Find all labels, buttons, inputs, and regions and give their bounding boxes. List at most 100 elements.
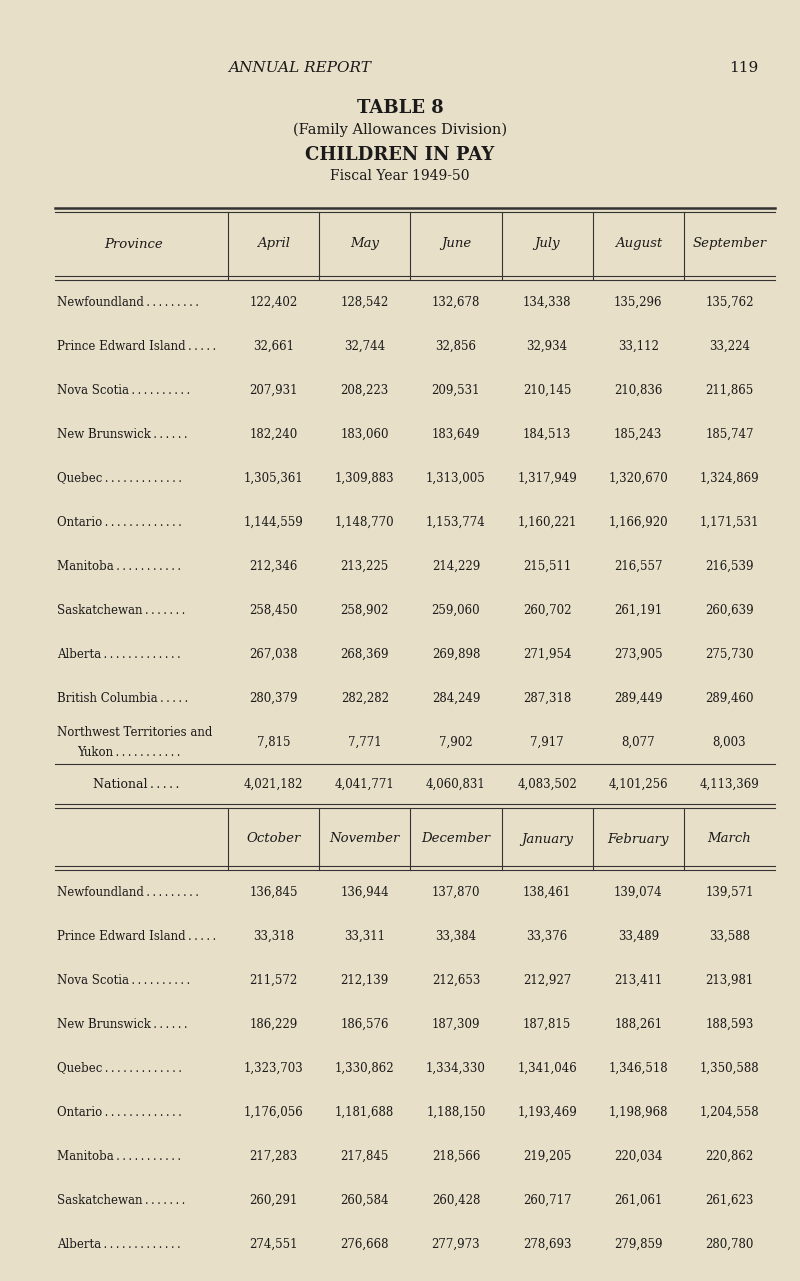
Text: 213,981: 213,981 [706, 974, 754, 986]
Text: 207,931: 207,931 [250, 383, 298, 397]
Text: 211,572: 211,572 [250, 974, 298, 986]
Text: 278,693: 278,693 [523, 1237, 571, 1250]
Text: TABLE 8: TABLE 8 [357, 99, 443, 117]
Text: 122,402: 122,402 [250, 296, 298, 309]
Text: 1,350,588: 1,350,588 [700, 1062, 759, 1075]
Text: 7,917: 7,917 [530, 735, 564, 748]
Text: Ontario . . . . . . . . . . . . .: Ontario . . . . . . . . . . . . . [57, 1106, 182, 1118]
Text: 258,450: 258,450 [250, 603, 298, 616]
Text: 261,061: 261,061 [614, 1194, 662, 1207]
Text: 32,934: 32,934 [526, 339, 568, 352]
Text: 1,153,774: 1,153,774 [426, 515, 486, 529]
Text: Prince Edward Island . . . . .: Prince Edward Island . . . . . [57, 930, 216, 943]
Text: 1,144,559: 1,144,559 [244, 515, 303, 529]
Text: 212,927: 212,927 [523, 974, 571, 986]
Text: 139,571: 139,571 [705, 885, 754, 898]
Text: 267,038: 267,038 [250, 647, 298, 661]
Text: 1,305,361: 1,305,361 [244, 471, 303, 484]
Text: 132,678: 132,678 [432, 296, 480, 309]
Text: 4,113,369: 4,113,369 [699, 778, 759, 790]
Text: Newfoundland . . . . . . . . .: Newfoundland . . . . . . . . . [57, 885, 199, 898]
Text: 282,282: 282,282 [341, 692, 389, 705]
Text: 1,171,531: 1,171,531 [700, 515, 759, 529]
Text: 1,334,330: 1,334,330 [426, 1062, 486, 1075]
Text: 135,296: 135,296 [614, 296, 662, 309]
Text: 4,021,182: 4,021,182 [244, 778, 303, 790]
Text: 289,460: 289,460 [705, 692, 754, 705]
Text: 1,341,046: 1,341,046 [518, 1062, 577, 1075]
Text: 134,338: 134,338 [523, 296, 571, 309]
Text: 188,261: 188,261 [614, 1017, 662, 1030]
Text: 212,653: 212,653 [432, 974, 480, 986]
Text: New Brunswick . . . . . .: New Brunswick . . . . . . [57, 428, 188, 441]
Text: 260,639: 260,639 [705, 603, 754, 616]
Text: Quebec . . . . . . . . . . . . .: Quebec . . . . . . . . . . . . . [57, 471, 182, 484]
Text: 214,229: 214,229 [432, 560, 480, 573]
Text: 4,041,771: 4,041,771 [335, 778, 394, 790]
Text: Nova Scotia . . . . . . . . . .: Nova Scotia . . . . . . . . . . [57, 974, 190, 986]
Text: 269,898: 269,898 [432, 647, 480, 661]
Text: 136,845: 136,845 [250, 885, 298, 898]
Text: 1,330,862: 1,330,862 [335, 1062, 394, 1075]
Text: 186,576: 186,576 [341, 1017, 389, 1030]
Text: Quebec . . . . . . . . . . . . .: Quebec . . . . . . . . . . . . . [57, 1062, 182, 1075]
Text: 216,557: 216,557 [614, 560, 662, 573]
Text: Alberta . . . . . . . . . . . . .: Alberta . . . . . . . . . . . . . [57, 1237, 181, 1250]
Text: 135,762: 135,762 [705, 296, 754, 309]
Text: 276,668: 276,668 [341, 1237, 389, 1250]
Text: 275,730: 275,730 [705, 647, 754, 661]
Text: 261,191: 261,191 [614, 603, 662, 616]
Text: 188,593: 188,593 [706, 1017, 754, 1030]
Text: Alberta . . . . . . . . . . . . .: Alberta . . . . . . . . . . . . . [57, 647, 181, 661]
Text: 7,815: 7,815 [257, 735, 290, 748]
Text: 137,870: 137,870 [432, 885, 480, 898]
Text: 184,513: 184,513 [523, 428, 571, 441]
Text: 216,539: 216,539 [705, 560, 754, 573]
Text: February: February [607, 833, 669, 845]
Text: 32,856: 32,856 [435, 339, 477, 352]
Text: Fiscal Year 1949-50: Fiscal Year 1949-50 [330, 169, 470, 183]
Text: 219,205: 219,205 [523, 1149, 571, 1162]
Text: 280,780: 280,780 [706, 1237, 754, 1250]
Text: 1,324,869: 1,324,869 [700, 471, 759, 484]
Text: 185,243: 185,243 [614, 428, 662, 441]
Text: 212,346: 212,346 [250, 560, 298, 573]
Text: 4,083,502: 4,083,502 [518, 778, 577, 790]
Text: July: July [534, 237, 560, 251]
Text: 1,160,221: 1,160,221 [518, 515, 577, 529]
Text: 211,865: 211,865 [706, 383, 754, 397]
Text: 279,859: 279,859 [614, 1237, 662, 1250]
Text: 128,542: 128,542 [341, 296, 389, 309]
Text: CHILDREN IN PAY: CHILDREN IN PAY [306, 146, 494, 164]
Text: 1,176,056: 1,176,056 [244, 1106, 303, 1118]
Text: January: January [521, 833, 573, 845]
Text: 32,661: 32,661 [253, 339, 294, 352]
Text: 261,623: 261,623 [706, 1194, 754, 1207]
Text: 33,311: 33,311 [344, 930, 386, 943]
Text: Northwest Territories and: Northwest Territories and [57, 726, 212, 739]
Text: 33,318: 33,318 [253, 930, 294, 943]
Text: 215,511: 215,511 [523, 560, 571, 573]
Text: Manitoba . . . . . . . . . . .: Manitoba . . . . . . . . . . . [57, 560, 181, 573]
Text: Saskatchewan . . . . . . .: Saskatchewan . . . . . . . [57, 1194, 186, 1207]
Text: 32,744: 32,744 [344, 339, 386, 352]
Text: 33,384: 33,384 [435, 930, 477, 943]
Text: 183,649: 183,649 [432, 428, 480, 441]
Text: May: May [350, 237, 379, 251]
Text: 183,060: 183,060 [341, 428, 389, 441]
Text: 289,449: 289,449 [614, 692, 662, 705]
Text: 7,771: 7,771 [348, 735, 382, 748]
Text: 260,428: 260,428 [432, 1194, 480, 1207]
Text: March: March [707, 833, 751, 845]
Text: 185,747: 185,747 [705, 428, 754, 441]
Text: April: April [257, 237, 290, 251]
Text: 1,193,469: 1,193,469 [518, 1106, 577, 1118]
Text: 33,112: 33,112 [618, 339, 658, 352]
Text: Nova Scotia . . . . . . . . . .: Nova Scotia . . . . . . . . . . [57, 383, 190, 397]
Text: 182,240: 182,240 [250, 428, 298, 441]
Text: 268,369: 268,369 [341, 647, 389, 661]
Text: 33,588: 33,588 [709, 930, 750, 943]
Text: National . . . . .: National . . . . . [94, 778, 180, 790]
Text: 220,862: 220,862 [706, 1149, 754, 1162]
Text: 260,291: 260,291 [250, 1194, 298, 1207]
